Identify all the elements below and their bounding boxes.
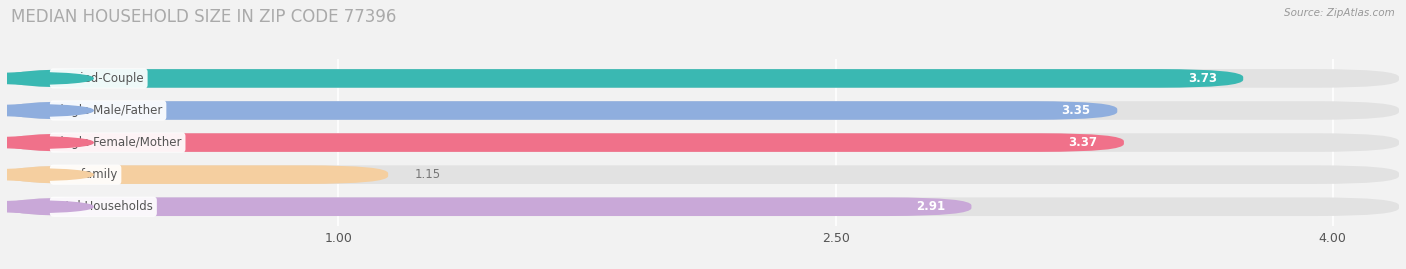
FancyBboxPatch shape	[7, 69, 1243, 88]
FancyBboxPatch shape	[7, 69, 1399, 88]
FancyBboxPatch shape	[7, 101, 1399, 120]
Circle shape	[0, 105, 93, 116]
Circle shape	[0, 73, 93, 84]
FancyBboxPatch shape	[7, 165, 388, 184]
Text: Married-Couple: Married-Couple	[53, 72, 143, 85]
Circle shape	[0, 169, 93, 180]
Text: 1.15: 1.15	[415, 168, 441, 181]
Text: 3.37: 3.37	[1069, 136, 1098, 149]
Text: 3.35: 3.35	[1062, 104, 1091, 117]
Text: 3.73: 3.73	[1188, 72, 1216, 85]
Circle shape	[0, 201, 93, 213]
Text: Single Male/Father: Single Male/Father	[53, 104, 163, 117]
Text: Total Households: Total Households	[53, 200, 153, 213]
FancyBboxPatch shape	[7, 133, 1399, 152]
FancyBboxPatch shape	[7, 197, 1399, 216]
Text: Source: ZipAtlas.com: Source: ZipAtlas.com	[1284, 8, 1395, 18]
Text: MEDIAN HOUSEHOLD SIZE IN ZIP CODE 77396: MEDIAN HOUSEHOLD SIZE IN ZIP CODE 77396	[11, 8, 396, 26]
FancyBboxPatch shape	[7, 101, 1118, 120]
Text: Non-family: Non-family	[53, 168, 118, 181]
Text: Single Female/Mother: Single Female/Mother	[53, 136, 181, 149]
Circle shape	[0, 137, 93, 148]
FancyBboxPatch shape	[7, 133, 1123, 152]
FancyBboxPatch shape	[7, 197, 972, 216]
FancyBboxPatch shape	[7, 165, 1399, 184]
Text: 2.91: 2.91	[915, 200, 945, 213]
